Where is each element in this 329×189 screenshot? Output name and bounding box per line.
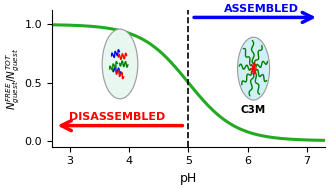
Circle shape <box>238 37 269 100</box>
Text: DISASSEMBLED: DISASSEMBLED <box>69 112 165 122</box>
Text: ASSEMBLED: ASSEMBLED <box>223 4 298 14</box>
Circle shape <box>102 29 138 99</box>
Text: C3M: C3M <box>241 105 266 115</box>
Y-axis label: $N^{FREE}_{guest}/N^{TOT}_{guest}$: $N^{FREE}_{guest}/N^{TOT}_{guest}$ <box>4 47 22 110</box>
Circle shape <box>253 67 255 71</box>
X-axis label: pH: pH <box>180 172 197 185</box>
